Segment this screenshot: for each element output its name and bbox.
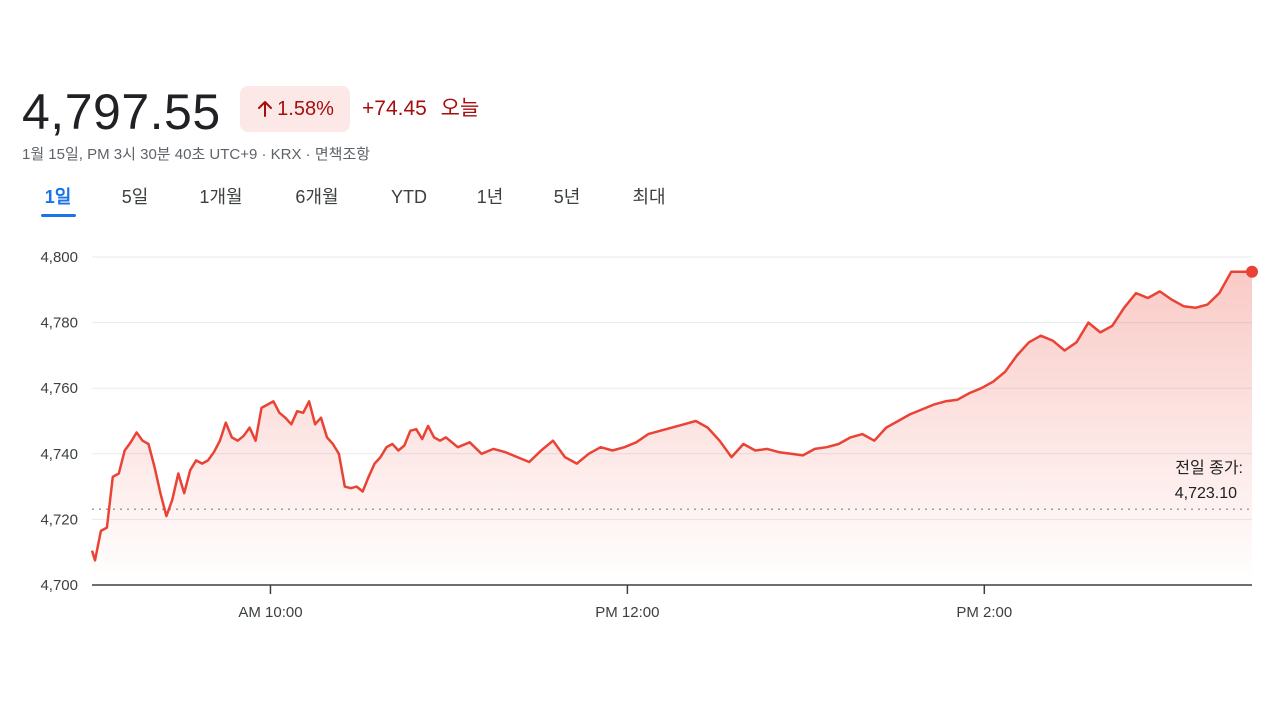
price-line — [90, 270, 1252, 562]
current-price: 4,797.55 — [22, 84, 221, 140]
tab-1m[interactable]: 1개월 — [199, 187, 243, 207]
tab-ytd[interactable]: YTD — [391, 187, 427, 207]
y-tick-label: 4,760 — [40, 380, 78, 397]
tab-6m[interactable]: 6개월 — [295, 187, 339, 207]
tab-max[interactable]: 최대 — [632, 187, 666, 207]
arrow-up-icon — [256, 99, 274, 119]
change-period: 오늘 — [440, 97, 480, 120]
last-price-dot — [1246, 265, 1258, 278]
change-absolute: +74.45 오늘 — [362, 94, 479, 124]
tab-5y[interactable]: 5년 — [553, 187, 581, 207]
x-tick-label: PM 2:00 — [956, 604, 1012, 621]
x-tick-label: PM 12:00 — [595, 604, 659, 621]
tab-5d[interactable]: 5일 — [121, 187, 149, 207]
y-tick-label: 4,800 — [40, 249, 78, 266]
timestamp-meta: 1월 15일, PM 3시 30분 40초 UTC+9 · KRX · 면책조항 — [22, 146, 371, 163]
change-percent: 1.58% — [277, 97, 334, 120]
previous-close-label: 전일 종가: — [1175, 459, 1243, 477]
y-tick-label: 4,700 — [40, 577, 78, 594]
range-tabs: 1일 5일 1개월 6개월 YTD 1년 5년 최대 — [0, 182, 700, 217]
y-tick-label: 4,740 — [40, 446, 78, 463]
previous-close-value: 4,723.10 — [1175, 485, 1237, 502]
tab-1y[interactable]: 1년 — [476, 187, 504, 207]
y-tick-label: 4,780 — [40, 315, 78, 332]
x-tick-label: AM 10:00 — [238, 604, 302, 621]
change-percent-badge: 1.58% — [240, 86, 350, 132]
y-tick-label: 4,720 — [40, 511, 78, 528]
change-value: +74.45 — [362, 97, 427, 120]
active-tab-indicator — [41, 214, 76, 217]
tab-1d[interactable]: 1일 — [44, 187, 72, 207]
